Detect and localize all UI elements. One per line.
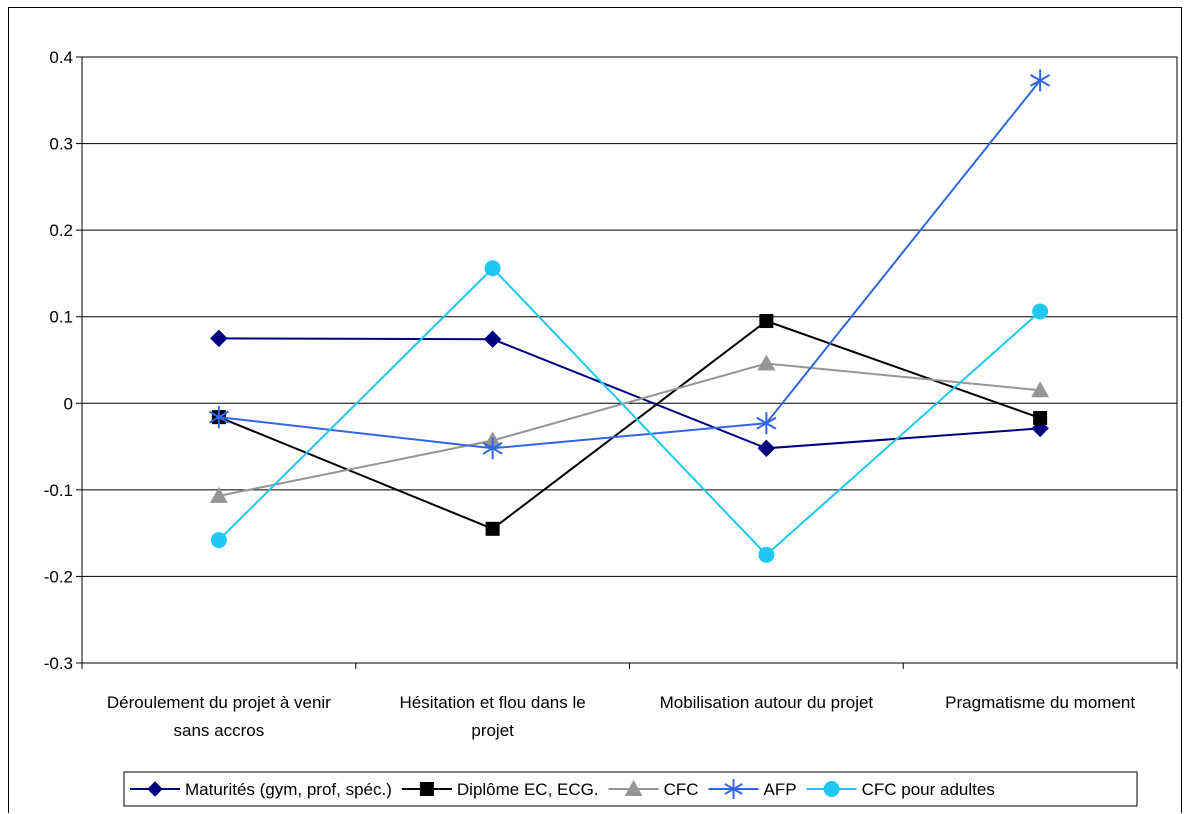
data-point-triangle [1031, 381, 1050, 398]
data-point-diamond [210, 329, 228, 348]
data-point-square [1033, 411, 1048, 426]
y-tick-label: -0.3 [44, 654, 73, 673]
gridlines [76, 56, 1178, 669]
star-stroke [208, 410, 229, 424]
data-point-diamond [757, 439, 776, 458]
data-point-star [208, 406, 229, 429]
legend-label: Maturités (gym, prof, spéc.) [185, 780, 392, 799]
x-axis-category-labels: Déroulement du projet à venir sans accros… [107, 693, 1135, 740]
legend-item: AFP [708, 779, 797, 799]
data-point-circle [823, 781, 840, 797]
chart-frame [8, 7, 1182, 813]
series [211, 314, 1048, 536]
data-point-triangle [209, 486, 228, 503]
series [210, 329, 1049, 458]
y-tick-label: 0.4 [49, 48, 73, 67]
series-line [218, 319, 1041, 530]
legend-label: Diplôme EC, ECG. [457, 780, 599, 799]
legend-item: CFC [608, 780, 699, 799]
x-category-label: Hésitation et flou dans le projet [400, 693, 586, 740]
y-tick-label: 0 [64, 394, 73, 413]
data-point-square [485, 521, 500, 536]
y-tick-label: 0.3 [49, 135, 73, 154]
star-stroke [1030, 74, 1051, 87]
data-point-star [724, 779, 743, 799]
data-point-diamond [483, 330, 502, 348]
legend-item: Maturités (gym, prof, spéc.) [130, 780, 392, 799]
series-line [218, 362, 1041, 497]
series-line [218, 79, 1041, 450]
data-point-diamond [147, 781, 163, 797]
data-point-square [759, 314, 774, 329]
y-tick-label: -0.2 [44, 567, 73, 586]
x-category-label: Pragmatisme du moment [945, 693, 1135, 712]
star-stroke [756, 416, 777, 430]
legend-item: CFC pour adultes [806, 780, 995, 799]
series-lines [208, 69, 1051, 563]
series [210, 260, 1049, 563]
legend: Maturités (gym, prof, spéc.) Diplôme EC, … [123, 771, 1138, 807]
data-point-circle [210, 532, 227, 549]
legend-item: Diplôme EC, ECG. [401, 780, 599, 799]
legend-label: AFP [764, 780, 797, 799]
data-point-circle [1032, 303, 1049, 320]
series [208, 69, 1051, 460]
legend-label: CFC pour adultes [862, 780, 995, 799]
y-tick-label: -0.1 [44, 481, 73, 500]
data-point-star [482, 437, 503, 460]
data-point-circle [758, 546, 775, 563]
series-line [218, 266, 1041, 557]
y-tick-label: 0.1 [49, 308, 73, 327]
y-axis-tick-labels: 0.4 0.3 0.2 0.1 0 -0.1 -0.2 -0.3 [44, 48, 73, 673]
data-point-triangle [624, 780, 643, 796]
series-line [218, 337, 1041, 450]
x-category-label: Mobilisation autour du projet [660, 693, 874, 712]
plot-area-border [81, 56, 1178, 664]
data-point-star [756, 412, 777, 435]
series [209, 354, 1050, 503]
legend-label: CFC [664, 780, 699, 799]
data-point-triangle [757, 354, 776, 371]
data-point-star [1030, 69, 1051, 92]
x-category-label: Déroulement du projet à venir sans accros [107, 693, 331, 740]
star-stroke [482, 441, 503, 455]
y-tick-label: 0.2 [49, 221, 73, 240]
data-point-square [419, 782, 434, 796]
data-point-circle [484, 260, 501, 277]
star-stroke [724, 783, 743, 795]
